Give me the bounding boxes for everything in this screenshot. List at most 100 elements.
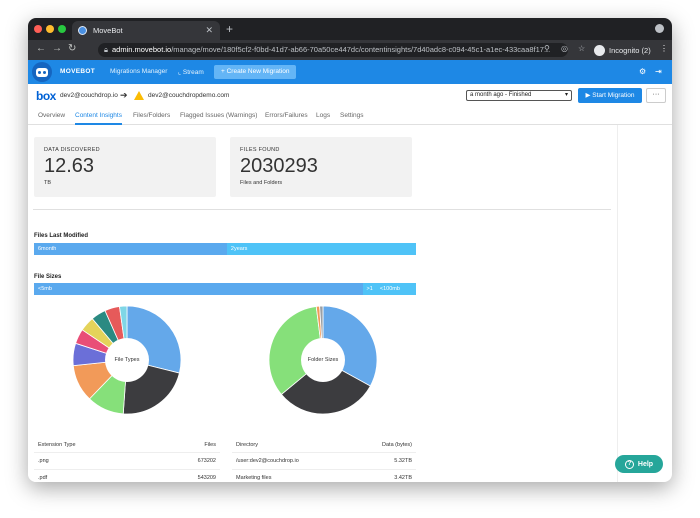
extension-cell: .pdf <box>38 475 48 481</box>
extension-cell: .png <box>38 458 49 464</box>
last-modified-segment: 6month <box>34 243 227 255</box>
chevron-down-icon: ▾ <box>564 92 568 98</box>
browser-toolbar: ← → ↻ 🔒︎ admin.movebot.io/manage/move/180… <box>28 40 672 60</box>
minimize-window-button[interactable] <box>46 25 54 33</box>
run-select-value: a month ago - Finished <box>470 92 532 98</box>
incognito-badge[interactable]: Incognito (2) <box>594 43 651 57</box>
new-tab-icon[interactable]: + <box>226 22 234 36</box>
zoom-icon[interactable]: ⚲ <box>544 44 550 53</box>
file-size-segment: >1 <box>362 283 376 295</box>
data-discovered-value: 12.63 <box>44 155 95 177</box>
google-drive-icon <box>134 91 144 100</box>
start-migration-button[interactable]: ▶ Start Migration <box>578 88 642 103</box>
tab-files-folders[interactable]: Files/Folders <box>133 112 171 119</box>
tab-settings[interactable]: Settings <box>340 112 364 119</box>
last-modified-segment: 2years <box>226 243 416 255</box>
forward-arrow-icon[interactable]: → <box>52 43 62 54</box>
content-insights-panel: DATA DISCOVERED 12.63 TB FILES FOUND 203… <box>28 125 618 482</box>
files-found-card: FILES FOUND 2030293 Files and Folders <box>230 137 412 197</box>
help-label: Help <box>637 460 654 468</box>
maximize-window-button[interactable] <box>58 25 66 33</box>
incognito-label: Incognito (2) <box>609 45 651 55</box>
more-options-button[interactable]: ··· <box>646 88 666 103</box>
browser-window: MoveBot ✕ + ← → ↻ 🔒︎ admin.movebot.io/man… <box>28 18 672 482</box>
table-row: .png 673202 <box>34 453 220 470</box>
brand-name: MOVEBOT <box>60 68 95 75</box>
settings-gear-icon[interactable]: ⚙ <box>639 67 647 76</box>
extension-table: Extension Type Files .png 673202 .pdf 54… <box>34 437 220 482</box>
files-last-modified-title: Files Last Modified <box>34 233 89 239</box>
folder-sizes-slice-2 <box>268 305 324 395</box>
file-size-segment: <100mb <box>375 283 416 295</box>
url-host: admin.movebot.io <box>112 45 172 54</box>
question-icon: ? <box>624 459 634 469</box>
directory-table: Directory Data (bytes) /user:dev2@couchd… <box>232 437 416 482</box>
address-bar[interactable]: 🔒︎ admin.movebot.io/manage/move/180f5cf2-… <box>98 43 568 57</box>
tab-errors-failures[interactable]: Errors/Failures <box>265 112 308 119</box>
page-tabs: Overview Content Insights Files/Folders … <box>28 108 672 125</box>
table-row: .pdf 543209 <box>34 470 220 482</box>
data-bytes-header: Data (bytes) <box>382 442 412 448</box>
tab-content-insights[interactable]: Content Insights <box>75 110 122 125</box>
browser-tab[interactable]: MoveBot ✕ <box>72 21 220 40</box>
directory-header: Directory <box>236 442 259 448</box>
back-arrow-icon[interactable]: ← <box>36 43 46 54</box>
incognito-icon <box>594 44 605 56</box>
folder-sizes-chart: Folder Sizes <box>268 305 378 415</box>
tab-overview[interactable]: Overview <box>38 112 66 119</box>
reload-icon[interactable]: ↻ <box>68 43 77 54</box>
tab-logs[interactable]: Logs <box>316 112 331 119</box>
browser-menu-icon[interactable]: ⋮ <box>660 44 668 53</box>
files-cell: 673202 <box>197 458 216 464</box>
movebot-logo-icon[interactable] <box>32 62 52 82</box>
transfer-arrow-icon: ➔ <box>120 90 128 100</box>
eye-slash-icon[interactable]: ◎ <box>561 44 568 53</box>
folder-sizes-slice-1 <box>280 359 371 415</box>
files-last-modified-bar: 6month 2years <box>34 243 416 255</box>
directory-cell: Marketing files <box>236 475 272 481</box>
data-bytes-cell: 3.42TB <box>394 475 412 481</box>
nav-stream[interactable]: ⌞ Stream <box>178 69 204 76</box>
files-found-unit: Files and Folders <box>240 180 283 186</box>
file-types-chart: File Types <box>72 305 182 415</box>
box-logo-icon: box <box>36 89 56 103</box>
app-header: MOVEBOT Migrations Manager ⌞ Stream + Cr… <box>28 60 672 84</box>
directory-cell: /user:dev2@couchdrop.io <box>236 458 299 464</box>
files-cell: 543209 <box>197 475 216 481</box>
table-row: Marketing files 3.42TB <box>232 470 416 482</box>
extension-table-header: Extension Type Files <box>34 437 220 453</box>
close-tab-icon[interactable]: ✕ <box>205 25 213 35</box>
help-button[interactable]: ? Help <box>615 455 663 473</box>
bookmark-star-icon[interactable]: ☆ <box>578 44 586 53</box>
destination-account: dev2@couchdropdemo.com <box>148 92 230 99</box>
files-header: Files <box>204 442 216 448</box>
extension-type-header: Extension Type <box>38 442 76 448</box>
data-bytes-cell: 5.32TB <box>394 458 412 464</box>
close-window-button[interactable] <box>34 25 42 33</box>
create-new-migration-button[interactable]: + Create New Migration <box>214 65 297 79</box>
run-select[interactable]: a month ago - Finished ▾ <box>466 90 572 101</box>
directory-table-header: Directory Data (bytes) <box>232 437 416 453</box>
files-found-label: FILES FOUND <box>240 147 280 153</box>
section-divider <box>33 209 611 210</box>
browser-tab-strip: MoveBot ✕ + <box>28 18 672 40</box>
url-path: /manage/move/180f5cf2-f0bd-41d7-ab66-70a… <box>171 45 551 54</box>
browser-tab-title: MoveBot <box>93 26 123 35</box>
table-row: /user:dev2@couchdrop.io 5.32TB <box>232 453 416 470</box>
lock-icon: 🔒︎ <box>104 45 108 54</box>
stream-icon: ⌞ <box>178 69 183 76</box>
data-discovered-unit: TB <box>44 180 52 186</box>
migration-summary-row: box dev2@couchdrop.io ➔ dev2@couchdropde… <box>28 84 672 108</box>
file-sizes-title: File Sizes <box>34 274 62 280</box>
file-types-center-label: File Types <box>105 338 149 382</box>
files-found-value: 2030293 <box>240 155 318 177</box>
tab-flagged-issues[interactable]: Flagged Issues (Warnings) <box>180 112 258 119</box>
browser-profile-icon[interactable] <box>655 24 664 33</box>
data-discovered-card: DATA DISCOVERED 12.63 TB <box>34 137 216 197</box>
logout-icon[interactable]: ⇥ <box>655 67 662 76</box>
data-discovered-label: DATA DISCOVERED <box>44 147 100 153</box>
file-sizes-bar: <5mb >1 <100mb <box>34 283 416 295</box>
folder-sizes-center-label: Folder Sizes <box>301 338 345 382</box>
movebot-favicon-icon <box>78 26 87 35</box>
nav-migrations-manager[interactable]: Migrations Manager <box>110 68 168 75</box>
